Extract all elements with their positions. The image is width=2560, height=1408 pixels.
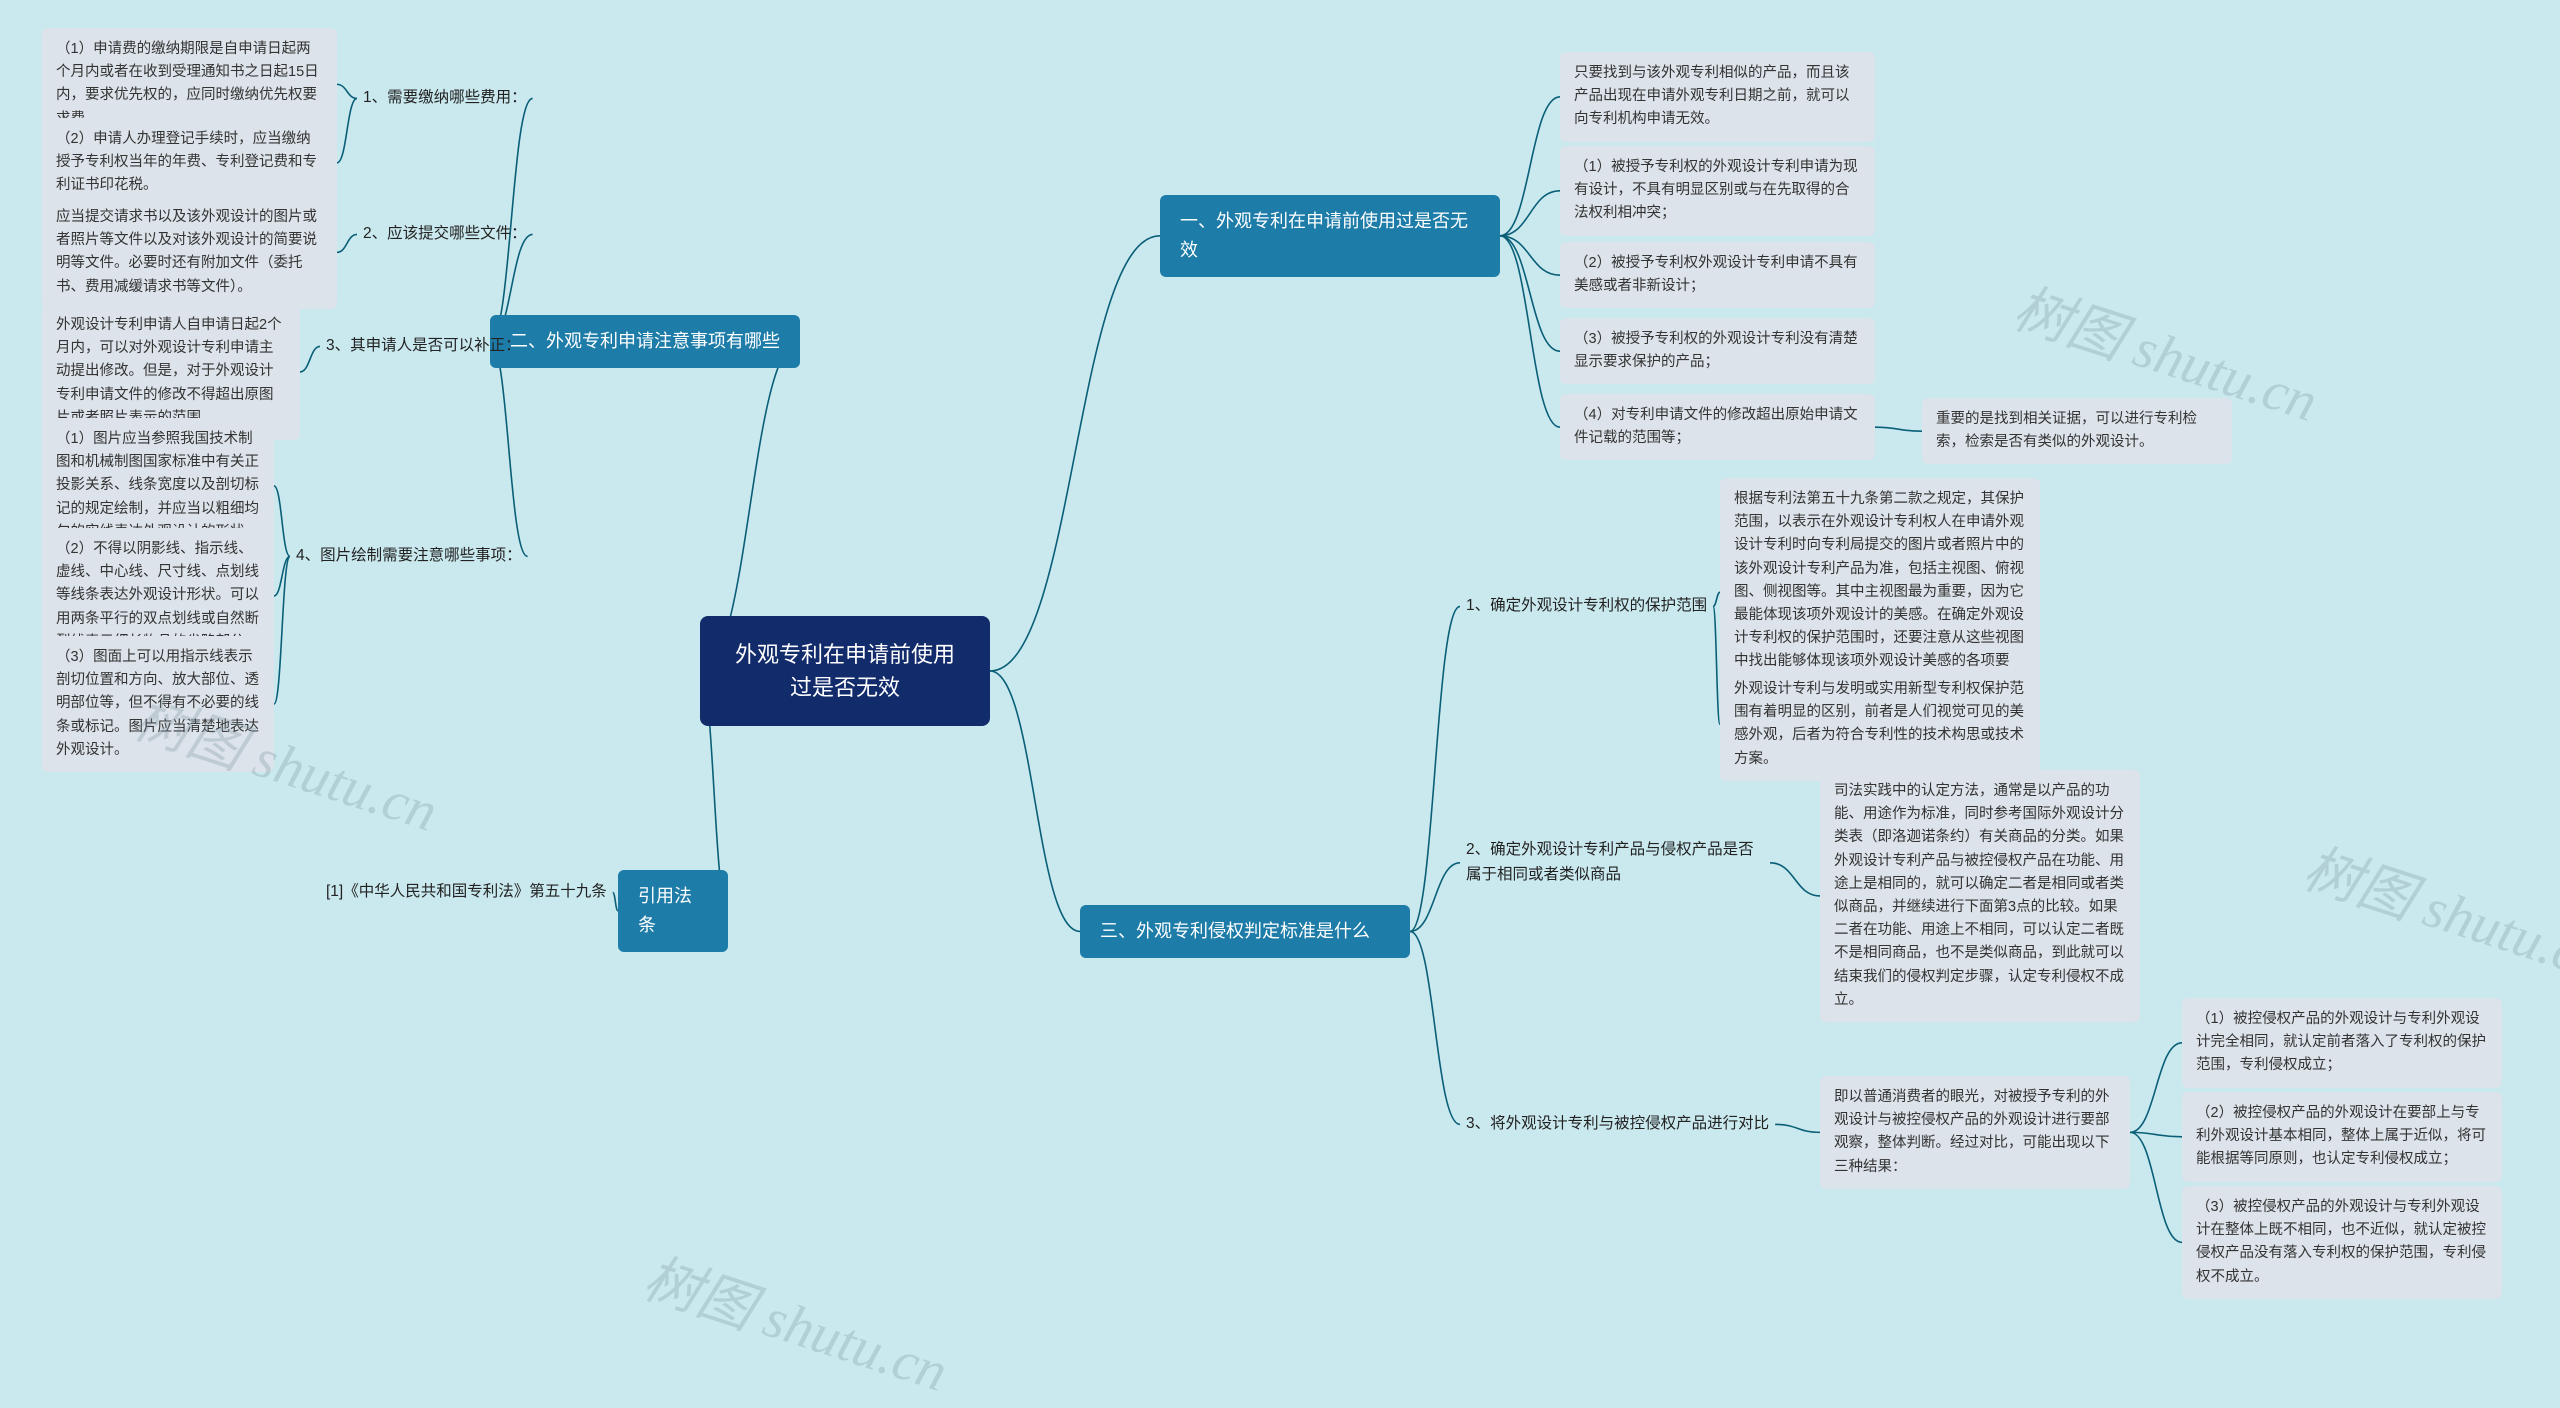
branch-2: 二、外观专利申请注意事项有哪些: [490, 315, 800, 368]
b3-s3-b: （2）被控侵权产品的外观设计在要部上与专利外观设计基本相同，整体上属于近似，将可…: [2182, 1092, 2502, 1182]
b3-s2-label: 2、确定外观设计专利产品与侵权产品是否属于相同或者类似商品: [1460, 834, 1770, 892]
b1-item-4-leaf: 重要的是找到相关证据，可以进行专利检索，检索是否有类似的外观设计。: [1922, 398, 2232, 464]
b3-s2-leaf: 司法实践中的认定方法，通常是以产品的功能、用途作为标准，同时参考国际外观设计分类…: [1820, 770, 2140, 1022]
watermark: 树图 shutu.cn: [635, 1233, 959, 1407]
b3-s1-b: 外观设计专利与发明或实用新型专利权保护范围有着明显的区别，前者是人们视觉可见的美…: [1720, 668, 2040, 781]
b3-s1-label: 1、确定外观设计专利权的保护范围: [1460, 590, 1713, 623]
b3-s3-a: （1）被控侵权产品的外观设计与专利外观设计完全相同，就认定前者落入了专利权的保护…: [2182, 998, 2502, 1088]
branch-ref: 引用法条: [618, 870, 728, 952]
b1-item-3: （3）被授予专利权的外观设计专利没有清楚显示要求保护的产品；: [1560, 318, 1875, 384]
b3-s3-label: 3、将外观设计专利与被控侵权产品进行对比: [1460, 1108, 1775, 1141]
b3-s3-mid: 即以普通消费者的眼光，对被授予专利的外观设计与被控侵权产品的外观设计进行要部观察…: [1820, 1076, 2130, 1189]
b1-leaf-top: 只要找到与该外观专利相似的产品，而且该产品出现在申请外观专利日期之前，就可以向专…: [1560, 52, 1875, 142]
b2-s2-label: 2、应该提交哪些文件：: [357, 218, 533, 251]
b2-s4-c: （3）图面上可以用指示线表示剖切位置和方向、放大部位、透明部位等，但不得有不必要…: [42, 636, 274, 772]
branch-3: 三、外观专利侵权判定标准是什么: [1080, 905, 1410, 958]
b2-s1-label: 1、需要缴纳哪些费用：: [357, 82, 533, 115]
b2-s4-label: 4、图片绘制需要注意哪些事项：: [290, 540, 528, 573]
b2-s1-b: （2）申请人办理登记手续时，应当缴纳授予专利权当年的年费、专利登记费和专利证书印…: [42, 118, 337, 208]
b1-item-2: （2）被授予专利权外观设计专利申请不具有美感或者非新设计；: [1560, 242, 1875, 308]
root-node: 外观专利在申请前使用过是否无效: [700, 616, 990, 726]
b2-s2-leaf: 应当提交请求书以及该外观设计的图片或者照片等文件以及对该外观设计的简要说明等文件…: [42, 196, 337, 309]
branch-1: 一、外观专利在申请前使用过是否无效: [1160, 195, 1500, 277]
b1-item-4-label: （4）对专利申请文件的修改超出原始申请文件记载的范围等；: [1560, 394, 1875, 460]
b1-item-1: （1）被授予专利权的外观设计专利申请为现有设计，不具有明显区别或与在先取得的合法…: [1560, 146, 1875, 236]
bref-leaf: [1]《中华人民共和国专利法》第五十九条: [320, 876, 613, 909]
watermark: 树图 shutu.cn: [2295, 823, 2560, 997]
b2-s3-label: 3、其申请人是否可以补正：: [320, 330, 527, 363]
b3-s3-c: （3）被控侵权产品的外观设计与专利外观设计在整体上既不相同，也不近似，就认定被控…: [2182, 1186, 2502, 1299]
